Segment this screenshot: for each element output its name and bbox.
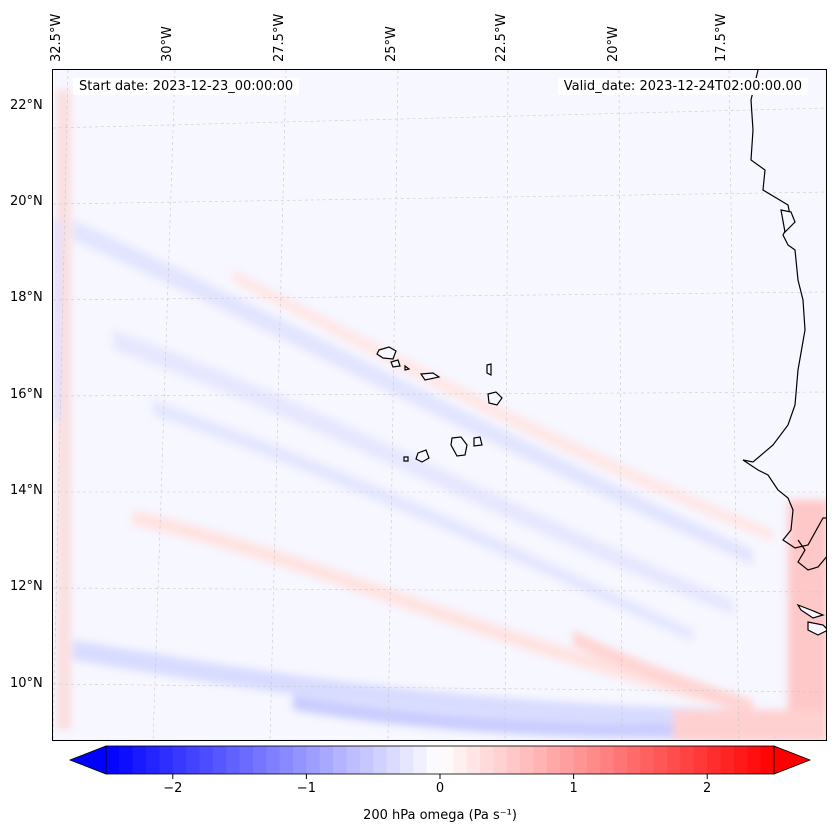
colorbar-cell: [399, 746, 414, 774]
colorbar-cell: [333, 746, 347, 774]
latitude-label: 10°N: [10, 676, 43, 691]
colorbar-cell: [239, 746, 254, 774]
colorbar-cell: [453, 746, 468, 774]
colorbar-cell: [386, 746, 401, 774]
colorbar-cell: [760, 746, 775, 774]
latitude-label: 12°N: [10, 579, 43, 594]
longitude-label: 22.5°W: [494, 13, 509, 62]
omega-field-map: [53, 70, 826, 740]
colorbar-cell: [653, 746, 668, 774]
colorbar-cell: [707, 746, 722, 774]
colorbar-cell: [546, 746, 561, 774]
colorbar-cell: [533, 746, 548, 774]
colorbar-min-extend: [68, 745, 107, 775]
colorbar-cell: [186, 746, 201, 774]
colorbar-tick-label: 2: [703, 781, 712, 796]
colorbar-cells: [106, 746, 775, 774]
longitude-label: 30°W: [160, 26, 175, 62]
colorbar-tick-label: −1: [296, 781, 316, 796]
colorbar-cell: [146, 746, 160, 774]
colorbar-tick-label: 1: [569, 781, 578, 796]
colorbar-cell: [119, 746, 134, 774]
colorbar-cell: [279, 746, 294, 774]
colorbar-cell: [159, 746, 174, 774]
colorbar-cell: [493, 746, 508, 774]
colorbar-cell: [440, 746, 454, 774]
colorbar-cell: [359, 746, 374, 774]
colorbar-cell: [613, 746, 628, 774]
colorbar-cell: [306, 746, 321, 774]
colorbar-cell: [266, 746, 281, 774]
latitude-label: 22°N: [10, 98, 43, 113]
longitude-label: 25°W: [384, 26, 399, 62]
colorbar-cell: [252, 746, 267, 774]
colorbar-cell: [586, 746, 601, 774]
graticule: [53, 70, 826, 740]
colorbar-cell: [293, 746, 307, 774]
latitude-label: 14°N: [10, 483, 43, 498]
colorbar-cell: [373, 746, 388, 774]
colorbar-cell: [212, 746, 227, 774]
colorbar-cell: [573, 746, 588, 774]
omega-contours: [53, 90, 826, 740]
colorbar-cell: [226, 746, 241, 774]
colorbar-cell: [319, 746, 334, 774]
colorbar-cell: [520, 746, 535, 774]
colorbar-cell: [640, 746, 655, 774]
colorbar-max-extend: [773, 745, 812, 775]
colorbar-cell: [560, 746, 575, 774]
longitude-label: 20°W: [606, 26, 621, 62]
colorbar-cell: [346, 746, 361, 774]
colorbar-cell: [413, 746, 428, 774]
colorbar-cell: [106, 746, 120, 774]
colorbar-cell: [720, 746, 735, 774]
colorbar-tick-label: 0: [435, 781, 445, 796]
colorbar-cell: [506, 746, 521, 774]
colorbar-ticks: [172, 774, 708, 779]
colorbar-cell: [747, 746, 762, 774]
cape-verde-islands: [376, 346, 503, 463]
colorbar-cell: [132, 746, 147, 774]
colorbar-cell: [600, 746, 615, 774]
latitude-label: 20°N: [10, 194, 43, 209]
colorbar-cell: [480, 746, 494, 774]
latitude-label: 18°N: [10, 290, 43, 305]
colorbar-cell: [172, 746, 187, 774]
colorbar-cell: [680, 746, 695, 774]
longitude-label: 27.5°W: [272, 13, 287, 62]
colorbar-cell: [199, 746, 214, 774]
longitude-label: 32.5°W: [49, 13, 64, 62]
colorbar-label: 200 hPa omega (Pa s⁻¹): [363, 808, 517, 823]
map-panel: Start date: 2023-12-23_00:00:00 Valid_da…: [52, 69, 827, 741]
colorbar-cell: [426, 746, 441, 774]
longitude-label: 17.5°W: [714, 13, 729, 62]
colorbar-cell: [667, 746, 681, 774]
colorbar-cell: [733, 746, 748, 774]
valid-date-label: Valid_date: 2023-12-24T02:00:00.00: [557, 78, 808, 95]
colorbar: [68, 745, 812, 779]
colorbar-cell: [693, 746, 708, 774]
colorbar-cell: [627, 746, 641, 774]
colorbar-tick-label: −2: [163, 781, 183, 796]
start-date-label: Start date: 2023-12-23_00:00:00: [73, 78, 300, 95]
colorbar-cell: [466, 746, 481, 774]
coastline: [742, 70, 826, 636]
latitude-label: 16°N: [10, 387, 43, 402]
